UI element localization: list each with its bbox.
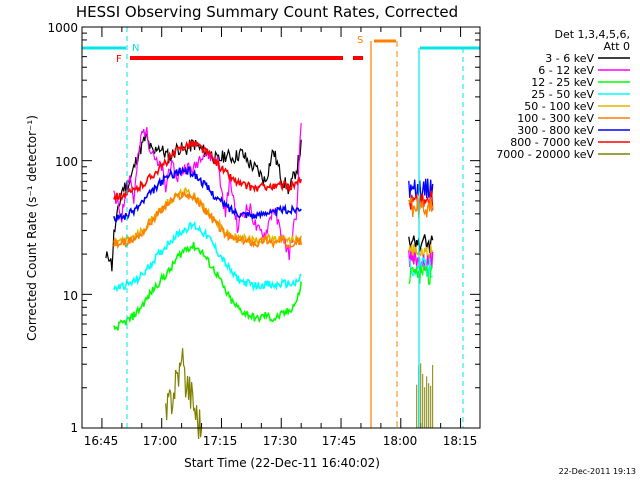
series-line: [113, 140, 302, 202]
x-tick-label: 18:15: [443, 434, 478, 448]
legend-label: 800 - 7000 keV: [510, 136, 594, 149]
y-axis-label: Corrected Count Rate (s⁻¹ detector⁻¹): [25, 115, 39, 341]
y-tick-label: 1: [70, 421, 78, 435]
chart-title: HESSI Observing Summary Count Rates, Cor…: [76, 3, 458, 21]
x-tick-label: 17:15: [203, 434, 238, 448]
legend-label: 100 - 300 keV: [517, 112, 594, 125]
x-tick-labels: 16:45 17:00 17:15 17:30 17:45 18:00 18:1…: [84, 434, 478, 448]
series-line: [113, 220, 302, 293]
x-tick-label: 18:00: [383, 434, 418, 448]
x-tick-label: 17:00: [143, 434, 178, 448]
flag-markers: N F S: [116, 35, 363, 65]
x-tick-label: 16:45: [84, 434, 119, 448]
series-line-post-gap: [408, 197, 434, 218]
series-line-post-gap: [408, 234, 434, 253]
legend-label: 12 - 25 keV: [531, 76, 594, 89]
series-line: [113, 241, 302, 331]
legend-header-line-2: Att 0: [604, 40, 630, 53]
series-line-post-gap: [408, 264, 434, 285]
series-line: [113, 166, 302, 224]
legend-label: 50 - 100 keV: [524, 100, 594, 113]
y-tick-labels: 1 10 100 1000: [47, 21, 78, 435]
series-line: [165, 348, 203, 440]
y-tick-label: 10: [63, 289, 78, 303]
legend-label: 25 - 50 keV: [531, 88, 594, 101]
x-tick-label: 17:30: [263, 434, 298, 448]
flag-s-label: S: [357, 35, 363, 46]
y-tick-label: 1000: [47, 21, 78, 35]
plot-area: [81, 27, 480, 440]
x-tick-label: 17:45: [322, 434, 357, 448]
legend-label: 7000 - 20000 keV: [496, 148, 594, 161]
y-tick-label: 100: [55, 155, 78, 169]
legend-label: 3 - 6 keV: [545, 52, 594, 65]
flag-n-label: N: [132, 43, 139, 54]
series-line-post-gap: [408, 244, 434, 264]
series-line: [105, 131, 302, 272]
legend-label: 6 - 12 keV: [538, 64, 594, 77]
series-line: [113, 190, 302, 250]
x-axis-label: Start Time (22-Dec-11 16:40:02): [184, 456, 380, 470]
legend-header-line-1: Det 1,3,4,5,6,: [554, 28, 630, 41]
plot-frame: [81, 26, 481, 429]
legend-label: 300 - 800 keV: [517, 124, 594, 137]
generated-timestamp: 22-Dec-2011 19:13: [559, 467, 636, 476]
flag-f-label: F: [116, 54, 122, 65]
